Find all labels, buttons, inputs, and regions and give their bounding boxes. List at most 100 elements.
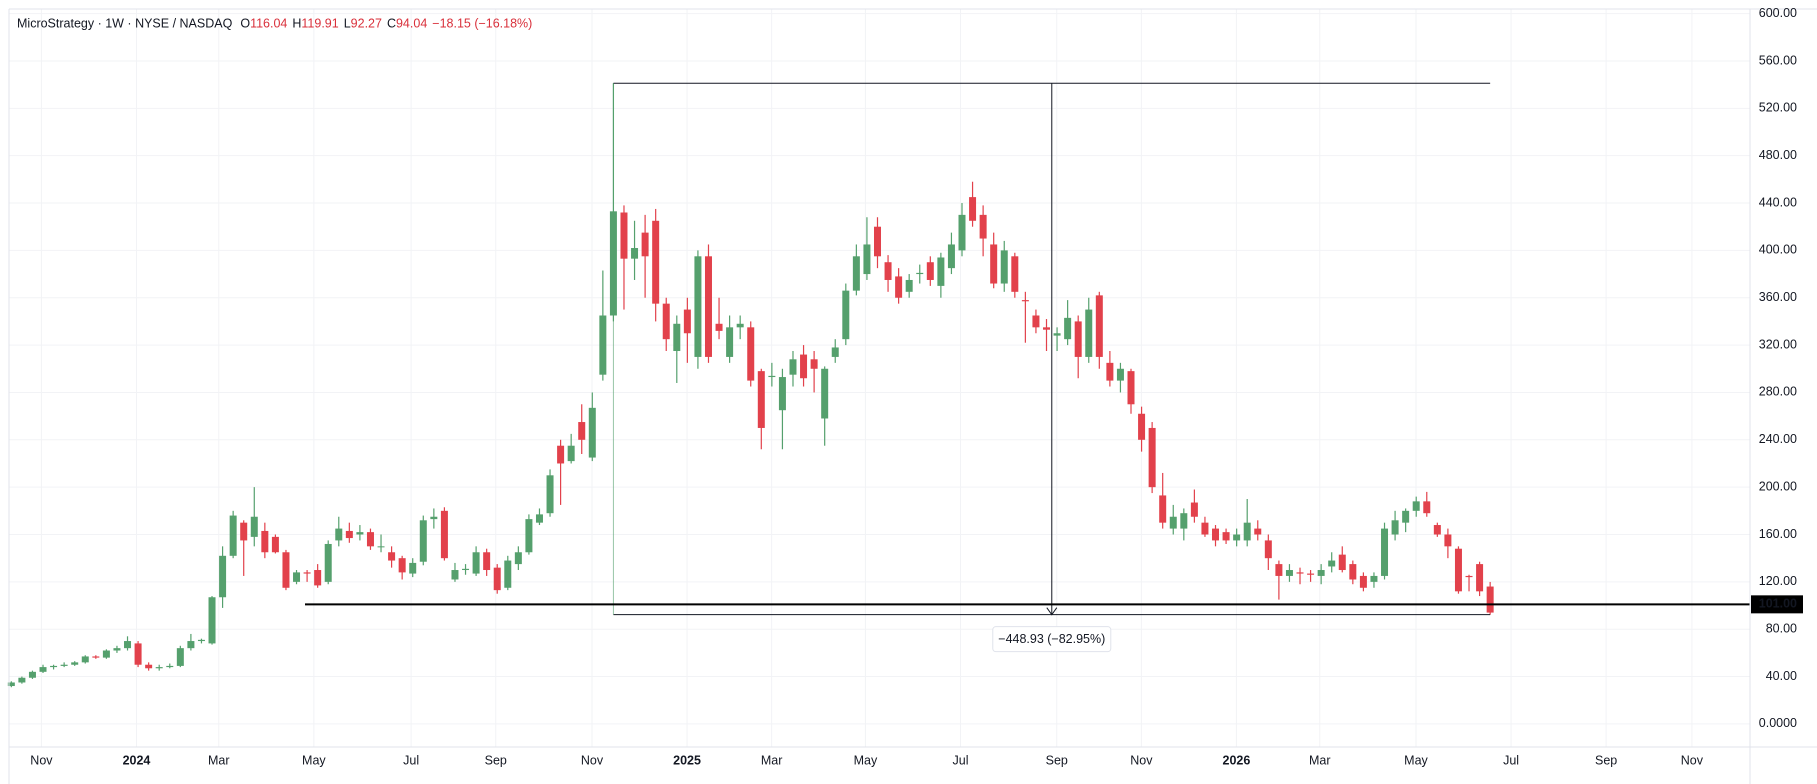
candle-body: [388, 552, 396, 561]
y-tick-label: 200.00: [1759, 479, 1797, 493]
candle-body: [1222, 532, 1230, 541]
candle-body: [314, 570, 322, 586]
candle-body: [567, 445, 575, 462]
y-tick-label: 560.00: [1759, 53, 1797, 67]
candle-body: [895, 276, 903, 298]
y-tick-label: 240.00: [1759, 432, 1797, 446]
candle-body: [694, 256, 702, 357]
candle-body: [1433, 525, 1441, 535]
candle-body: [1296, 572, 1304, 574]
candle-body: [1043, 327, 1051, 330]
candle-body: [1275, 564, 1283, 576]
candle-body: [525, 519, 533, 553]
ohlc-key: L: [344, 16, 351, 30]
y-tick-label: 360.00: [1759, 290, 1797, 304]
candle-body: [652, 220, 660, 304]
price-label-box: [1751, 595, 1803, 614]
candle-body: [1011, 256, 1019, 292]
candle-body: [208, 597, 216, 644]
ohlc-key: C: [387, 16, 396, 30]
candle-body: [1402, 510, 1410, 523]
ohlc-value: 94.04: [396, 16, 427, 30]
x-tick-label: Nov: [581, 753, 604, 767]
candle-body: [1328, 560, 1336, 567]
candle-body: [1116, 368, 1124, 381]
candle-body: [715, 323, 723, 331]
candle-body: [409, 562, 417, 574]
candle-body: [535, 514, 543, 523]
ohlc-value: 116.04: [250, 16, 287, 30]
candle-body: [282, 552, 290, 588]
candle-body: [377, 546, 385, 548]
candles: [7, 83, 1494, 688]
candle-body: [166, 665, 174, 668]
candle-body: [947, 244, 955, 269]
candle-body: [1085, 309, 1093, 357]
y-tick-label: 120.00: [1759, 574, 1797, 588]
candle-body: [831, 347, 839, 357]
candle-body: [873, 226, 881, 257]
x-tick-label: Sep: [1595, 753, 1617, 767]
measure-label: −448.93 (−82.95%): [998, 632, 1105, 646]
candle-body: [451, 570, 459, 580]
x-tick-label: May: [1404, 753, 1428, 767]
candle-body: [578, 422, 586, 440]
y-tick-label: 0.0000: [1759, 716, 1797, 730]
x-tick-label: May: [854, 753, 878, 767]
measure-label-box: [992, 626, 1112, 653]
x-tick-label: Jul: [403, 753, 419, 767]
candle-body: [18, 677, 26, 683]
x-tick-label: Nov: [1681, 753, 1704, 767]
measure-arrow-head: [1046, 607, 1058, 616]
candle-body: [155, 667, 163, 669]
candle-body: [747, 327, 755, 381]
candle-body: [821, 368, 829, 419]
drawings: −448.93 (−82.95%): [305, 82, 1750, 653]
y-tick-label: 80.00: [1766, 622, 1797, 636]
y-tick-label: 520.00: [1759, 101, 1797, 115]
candle-body: [1233, 534, 1241, 541]
candle-body: [1032, 315, 1040, 328]
candle-body: [778, 377, 786, 411]
candle-body: [546, 475, 554, 514]
candle-body: [366, 532, 374, 547]
candle-body: [250, 516, 258, 537]
candle-body: [863, 244, 871, 275]
ohlc-header: O 116.04 H 119.91 L 92.27 C 94.04 −18.15 (−16.18…: [240, 16, 532, 30]
candle-body: [113, 648, 121, 651]
candle-body: [736, 323, 744, 328]
candle-body: [557, 445, 565, 464]
candle-body: [631, 248, 639, 259]
y-tick-label: 320.00: [1759, 337, 1797, 351]
x-tick-label: Mar: [208, 753, 230, 767]
candle-body: [1180, 513, 1188, 529]
candle-body: [514, 552, 522, 565]
candle-body: [493, 567, 501, 591]
candle-body: [1412, 501, 1420, 511]
candle-body: [145, 664, 153, 669]
candle-body: [1317, 570, 1325, 576]
candle-body: [969, 197, 977, 221]
candle-body: [1243, 522, 1251, 541]
candle-body: [134, 643, 142, 665]
candle-body: [472, 552, 480, 574]
candle-body: [92, 656, 100, 658]
candle-body: [1212, 528, 1220, 541]
candle-body: [1465, 575, 1473, 578]
candle-body: [7, 682, 15, 687]
y-tick-label: 600.00: [1759, 6, 1797, 20]
candle-body: [926, 262, 934, 280]
candle-body: [303, 572, 311, 574]
candle-body: [905, 279, 913, 292]
candle-body: [1201, 522, 1209, 535]
candle-body: [504, 560, 512, 588]
candle-body: [197, 639, 205, 642]
candle-body: [1000, 250, 1008, 284]
price-label: 101.00: [1759, 597, 1797, 611]
candle-body: [1476, 564, 1484, 592]
grid: [9, 9, 1750, 747]
candle-body: [419, 520, 427, 562]
candle-body: [345, 530, 353, 539]
candle-body: [39, 667, 47, 672]
